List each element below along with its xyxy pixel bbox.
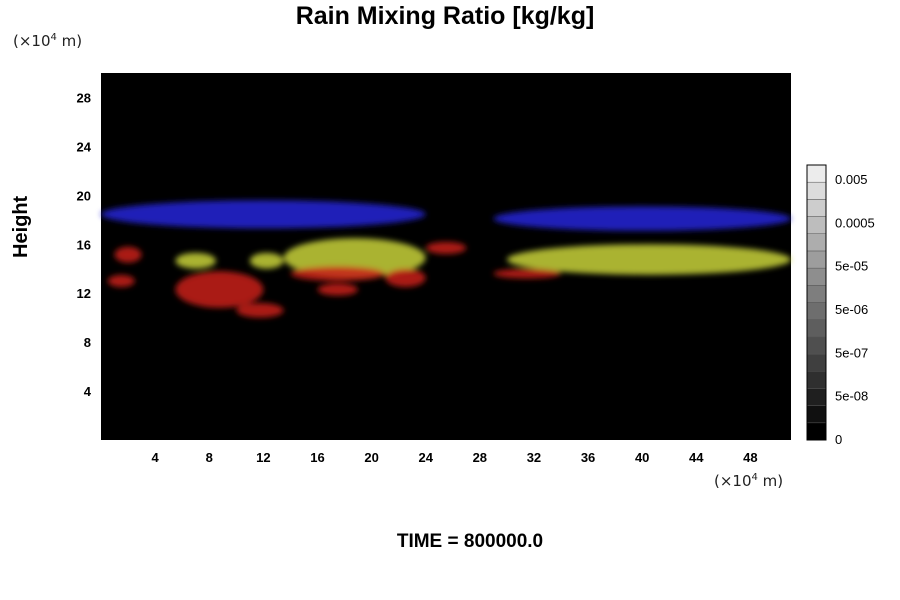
rain-region-0-1 <box>493 206 791 231</box>
colorbar-label: 0 <box>835 432 842 447</box>
colorbar-step <box>806 216 827 234</box>
x-tick-label: 48 <box>743 450 757 465</box>
y-unit-tail: m) <box>56 32 83 50</box>
colorbar-step <box>806 353 827 372</box>
rain-region-1-0 <box>175 252 216 269</box>
x-tick-label: 40 <box>635 450 649 465</box>
colorbar-step <box>806 405 827 424</box>
rain-region-2-3 <box>236 302 284 318</box>
y-tick-label: 20 <box>77 188 91 203</box>
time-label: TIME = 800000.0 <box>396 531 544 552</box>
x-tick-label: 8 <box>206 450 213 465</box>
rain-region-1-1 <box>249 252 284 269</box>
rain-region-2-5 <box>317 283 359 296</box>
colorbar-label: 0.0005 <box>835 215 875 230</box>
x-unit-exponent: 4 <box>751 472 758 483</box>
y-tick-label: 8 <box>84 335 91 350</box>
y-tick-label: 4 <box>84 384 92 399</box>
colorbar-step <box>806 319 827 338</box>
x-axis-unit: (×104 m) <box>714 472 783 490</box>
y-tick-label: 16 <box>77 237 91 252</box>
colorbar-label: 5e-06 <box>835 302 868 317</box>
rain-region-2-6 <box>385 268 426 288</box>
colorbar-step <box>806 164 827 183</box>
x-tick-label: 36 <box>581 450 595 465</box>
colorbar: 0 5e-08 5e-07 5e-06 5e-05 0.0005 0.005 <box>806 164 875 447</box>
colorbar-step <box>806 302 827 320</box>
rain-region-2-7 <box>425 241 467 255</box>
colorbar-step <box>806 422 827 441</box>
x-tick-label: 4 <box>152 450 160 465</box>
x-tick-label: 16 <box>310 450 324 465</box>
colorbar-step <box>806 267 827 286</box>
rain-region-2-8 <box>493 268 561 279</box>
y-unit-base: (×10 <box>13 32 51 50</box>
colorbar-step <box>806 285 827 303</box>
y-tick-label: 24 <box>77 139 92 154</box>
colorbar-step <box>806 233 827 252</box>
y-unit-exponent: 4 <box>50 32 57 43</box>
colorbar-step <box>806 181 827 200</box>
colorbar-step <box>806 336 827 355</box>
colorbar-step <box>806 250 827 269</box>
colorbar-step <box>806 199 827 217</box>
y-tick-label: 12 <box>77 286 91 301</box>
x-tick-label: 32 <box>527 450 541 465</box>
x-tick-label: 20 <box>364 450 378 465</box>
colorbar-step <box>806 388 827 406</box>
x-tick-label: 12 <box>256 450 270 465</box>
y-tick-label: 28 <box>77 90 91 105</box>
x-unit-base: (×10 <box>714 472 752 490</box>
colorbar-label: 5e-08 <box>835 389 868 404</box>
colorbar-label: 5e-05 <box>835 259 868 274</box>
chart-title: Rain Mixing Ratio [kg/kg] <box>295 2 595 30</box>
x-unit-tail: m) <box>757 472 784 490</box>
y-axis-unit: (×104 m) <box>13 32 82 50</box>
rain-region-0-0 <box>101 200 426 229</box>
y-axis-ticks: 4 8 12 16 20 24 28 <box>77 90 92 399</box>
colorbar-label: 0.005 <box>835 172 868 187</box>
rain-region-2-0 <box>114 246 142 263</box>
x-tick-label: 24 <box>418 450 433 465</box>
rain-region-2-2 <box>175 271 264 308</box>
y-axis-label: Height <box>10 195 32 258</box>
x-tick-label: 28 <box>473 450 487 465</box>
rain-region-2-4 <box>290 266 386 281</box>
rain-regions <box>101 200 791 318</box>
rain-region-1-3 <box>506 244 791 275</box>
rain-region-2-1 <box>107 274 135 288</box>
colorbar-border <box>806 164 827 441</box>
x-tick-label: 44 <box>689 450 704 465</box>
colorbar-step <box>806 371 827 389</box>
x-axis-ticks: 4 8 12 16 20 24 28 32 36 40 44 48 <box>152 450 758 465</box>
colorbar-label: 5e-07 <box>835 345 868 360</box>
